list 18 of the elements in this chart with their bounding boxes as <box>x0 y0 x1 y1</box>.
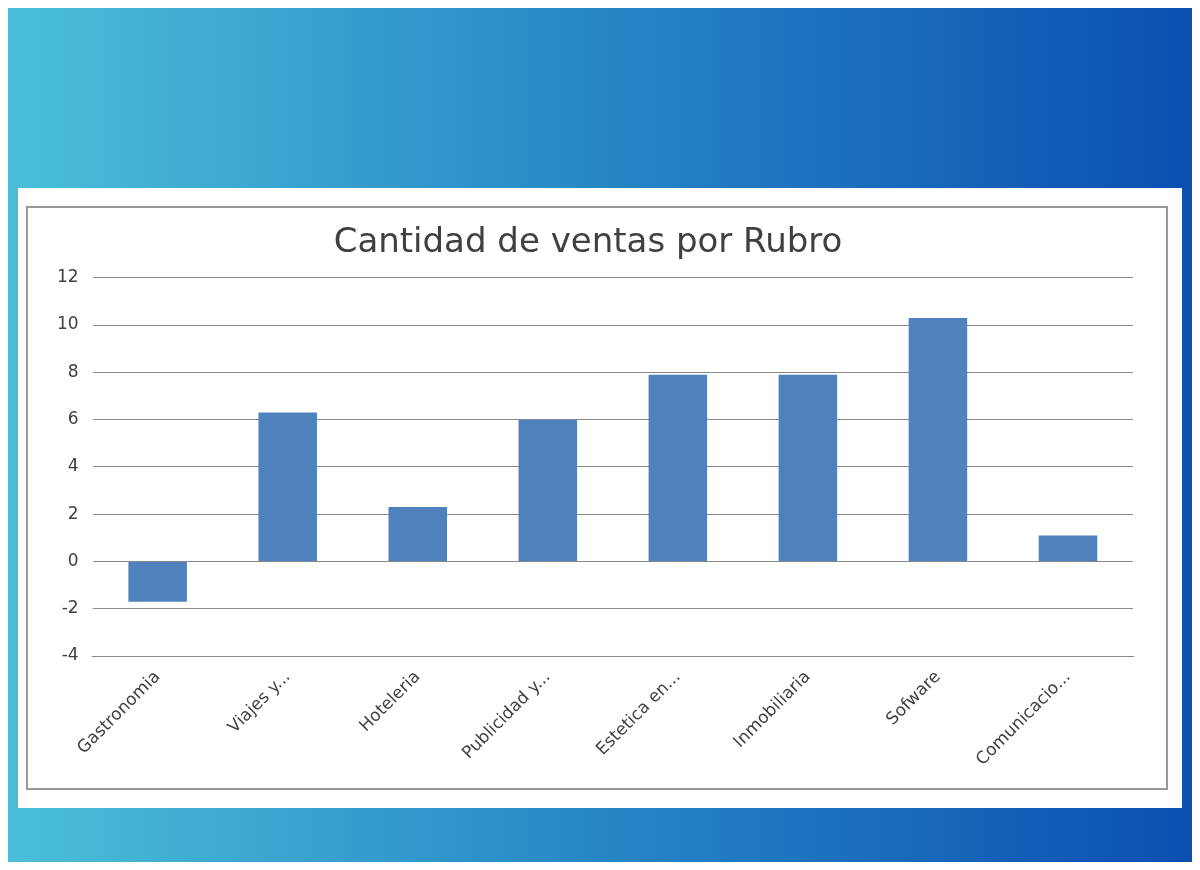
y-tick-label: -2 <box>61 597 79 618</box>
bar <box>778 374 838 561</box>
y-tick-label: 10 <box>56 313 79 334</box>
y-tick-label: 4 <box>67 455 79 476</box>
bar <box>518 419 578 561</box>
y-tick-label: 6 <box>67 408 79 429</box>
y-tick-label: -4 <box>61 644 79 665</box>
bar <box>1038 535 1098 561</box>
y-tick-label: 12 <box>56 266 79 287</box>
chart-title: Cantidad de ventas por Rubro <box>333 220 843 261</box>
y-tick-label: 2 <box>67 502 79 523</box>
y-tick-label: 0 <box>67 549 79 570</box>
bar <box>258 412 317 561</box>
bar <box>128 561 187 602</box>
y-tick-label: 8 <box>67 360 79 381</box>
bar <box>908 317 968 561</box>
bar <box>388 507 448 561</box>
bar <box>648 374 708 561</box>
